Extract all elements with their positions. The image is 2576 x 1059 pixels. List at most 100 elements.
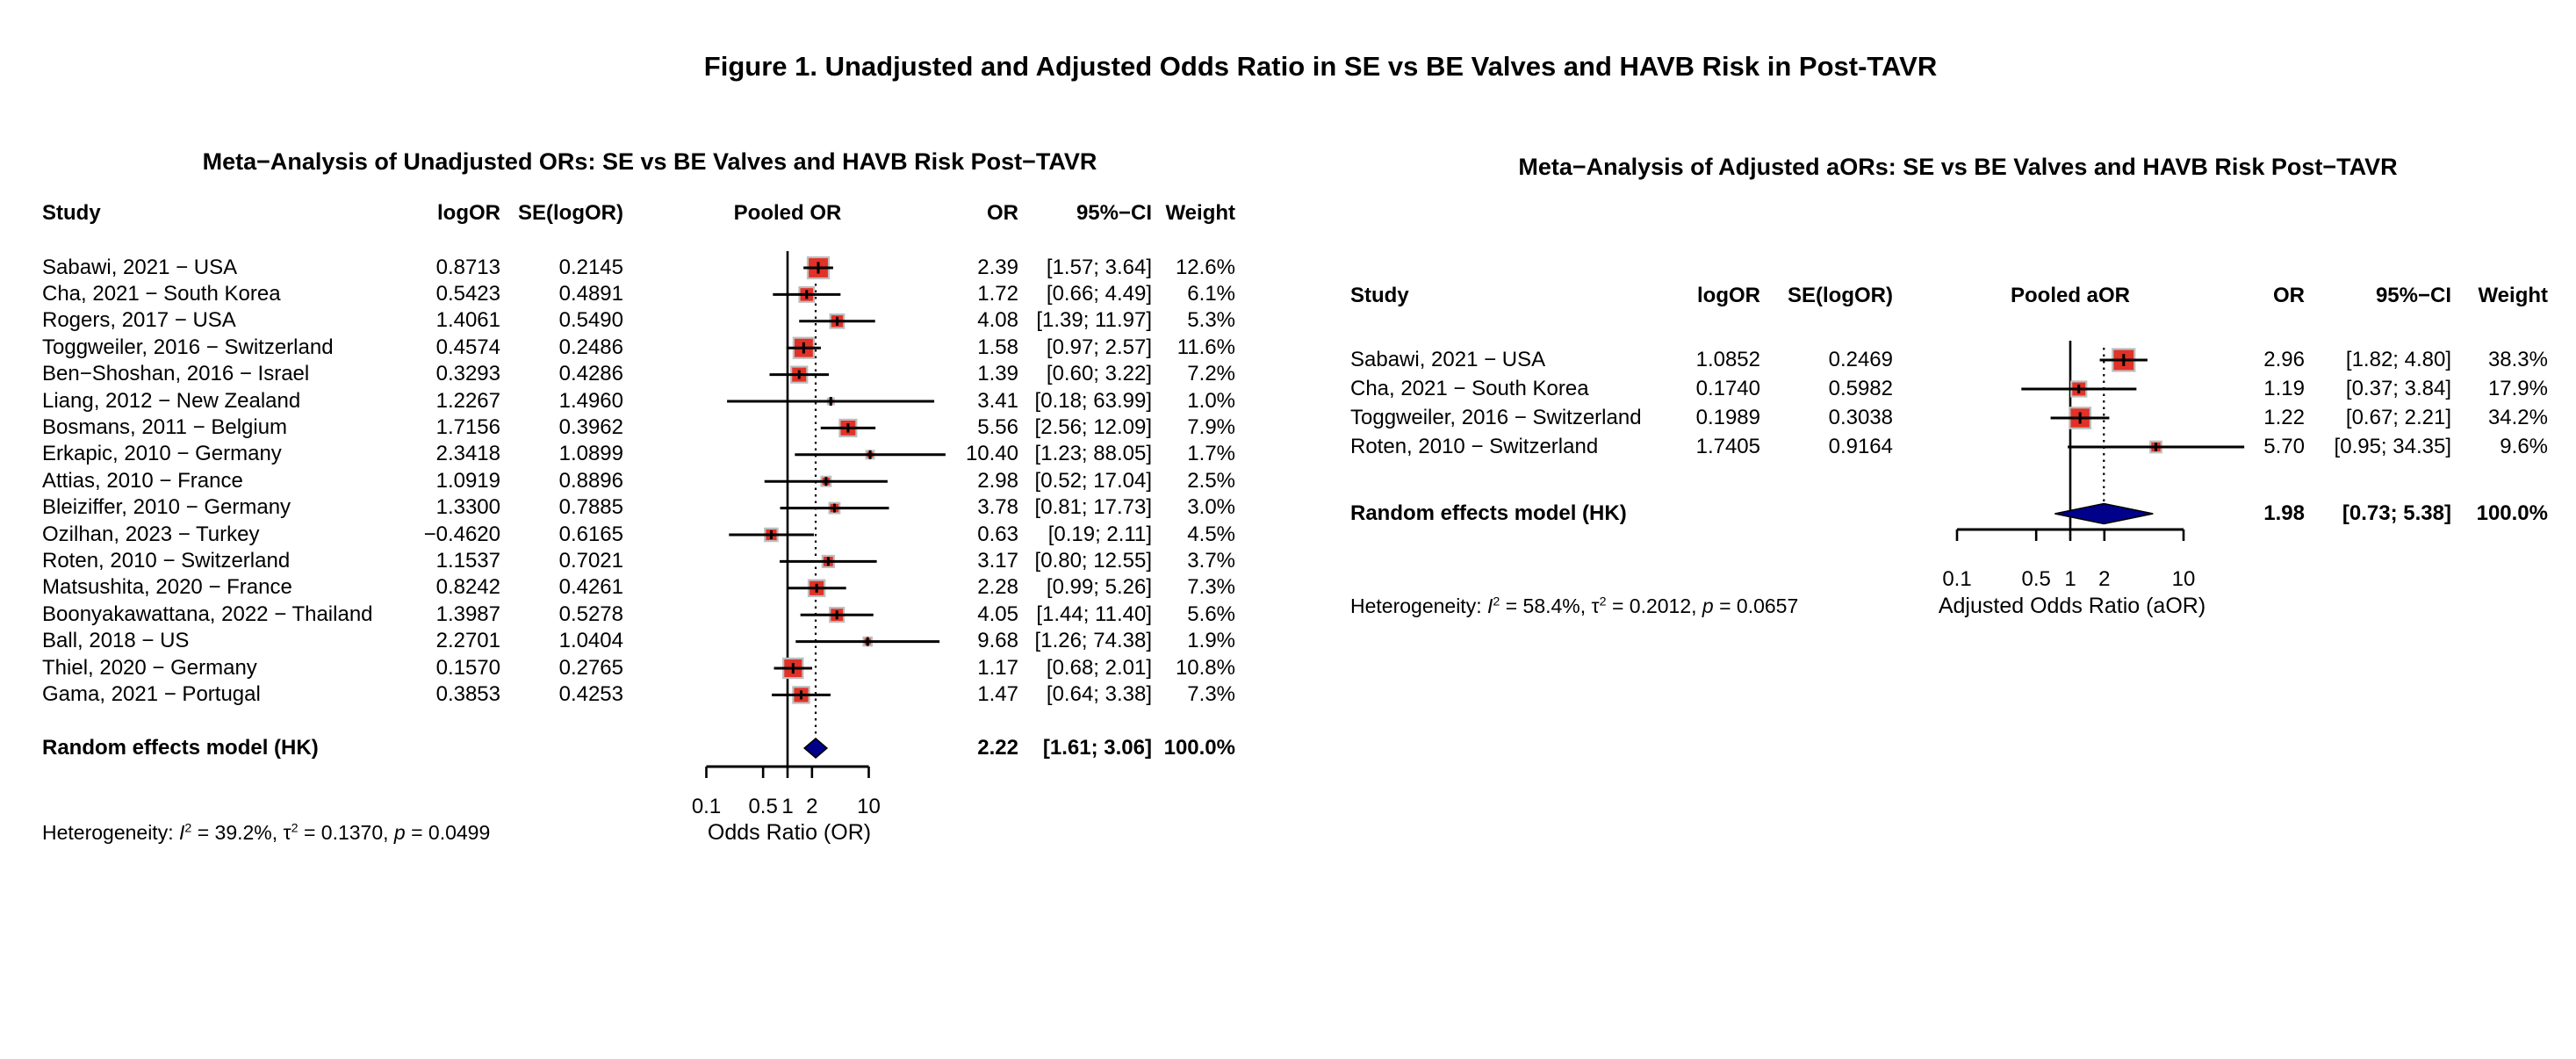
logor-value: −0.4620 (423, 522, 500, 546)
se-value: 0.5982 (1828, 376, 1893, 400)
ci-value: [0.81; 17.73] (1034, 495, 1152, 520)
study-label: Matsushita, 2020 − France (42, 575, 292, 600)
heterogeneity-segment: = 0.0499 (405, 821, 491, 845)
logor-value: 0.5423 (435, 281, 500, 306)
heterogeneity-segment: 2 (1493, 594, 1500, 609)
pooled-diamond (2054, 502, 2154, 525)
heterogeneity-note: Heterogeneity: I2 = 58.4%, τ2 = 0.2012, … (1350, 595, 1798, 617)
se-value: 0.2765 (558, 655, 623, 680)
heterogeneity-segment: p (393, 821, 406, 845)
pooled-ci-value: [0.73; 5.38] (2342, 501, 2451, 525)
weight-value: 38.3% (2487, 347, 2548, 371)
or-value: 3.41 (977, 388, 1018, 413)
or-value: 3.17 (977, 548, 1018, 573)
or-value: 2.28 (977, 575, 1018, 600)
ci-value: [0.99; 5.26] (1046, 575, 1152, 600)
or-value: 5.56 (977, 414, 1018, 439)
weight-value: 12.6% (1175, 255, 1235, 279)
logor-value: 2.2701 (435, 629, 500, 653)
ci-value: [0.19; 2.11] (1047, 522, 1152, 546)
logor-value: 1.0919 (435, 468, 500, 493)
weight-value: 7.3% (1187, 681, 1235, 706)
weight-value: 9.6% (2500, 434, 2548, 458)
weight-value: 7.3% (1187, 575, 1235, 600)
study-label: Ozilhan, 2023 − Turkey (42, 522, 260, 546)
weight-value: 2.5% (1187, 468, 1235, 493)
study-label: Toggweiler, 2016 − Switzerland (1350, 405, 1642, 429)
ci-value: [0.18; 63.99] (1034, 388, 1152, 413)
study-label: Attias, 2010 − France (42, 468, 243, 493)
weight-value: 1.7% (1187, 442, 1235, 466)
se-value: 0.4261 (558, 575, 623, 600)
ci-value: [1.26; 74.38] (1034, 629, 1152, 653)
logor-value: 1.2267 (435, 388, 500, 413)
col-header-plot: Pooled OR (733, 200, 842, 225)
heterogeneity-segment: I (1486, 594, 1493, 618)
logor-value: 0.4574 (435, 335, 500, 359)
ci-value: [0.95; 34.35] (2334, 434, 2451, 458)
heterogeneity-note: Heterogeneity: I2 = 39.2%, τ2 = 0.1370, … (42, 822, 490, 844)
or-value: 1.22 (2263, 405, 2305, 429)
col-header-ci: 95%−CI (1076, 200, 1152, 225)
col-header-study: Study (1350, 283, 1409, 307)
or-value: 1.19 (2263, 376, 2305, 400)
heterogeneity-segment: = 39.2%, (191, 821, 284, 845)
weight-value: 4.5% (1187, 522, 1235, 546)
heterogeneity-segment: 2 (291, 821, 299, 836)
logor-value: 0.1989 (1695, 405, 1760, 429)
logor-value: 0.3293 (435, 362, 500, 386)
ci-value: [0.67; 2.21] (2345, 405, 2451, 429)
pooled-or-value: 1.98 (2263, 501, 2305, 525)
se-value: 0.4891 (558, 281, 623, 306)
panel-title: Meta−Analysis of Unadjusted ORs: SE vs B… (202, 148, 1097, 175)
ci-value: [0.68; 2.01] (1046, 655, 1152, 680)
logor-value: 0.1740 (1695, 376, 1760, 400)
study-label: Bosmans, 2011 − Belgium (42, 414, 288, 439)
logor-value: 1.3987 (435, 602, 500, 626)
se-value: 0.8896 (558, 468, 623, 493)
heterogeneity-segment: τ (283, 821, 291, 845)
or-value: 1.17 (977, 655, 1018, 680)
weight-value: 11.6% (1176, 335, 1235, 359)
ci-value: [1.39; 11.97] (1036, 308, 1152, 333)
pooled-weight-value: 100.0% (2476, 501, 2548, 525)
x-axis-tick-label: 0.5 (748, 794, 778, 818)
se-value: 1.0899 (558, 442, 623, 466)
study-label: Roten, 2010 − Switzerland (42, 548, 291, 573)
pooled-label: Random effects model (HK) (1350, 501, 1627, 525)
or-value: 2.96 (2263, 347, 2305, 371)
logor-value: 0.1570 (435, 655, 500, 680)
x-axis-title: Odds Ratio (OR) (707, 820, 872, 845)
ci-value: [2.56; 12.09] (1034, 414, 1152, 439)
or-value: 4.05 (977, 602, 1018, 626)
heterogeneity-segment: Heterogeneity: (1350, 594, 1487, 618)
heterogeneity-segment: τ (1591, 594, 1600, 618)
or-value: 1.58 (977, 335, 1018, 359)
ci-value: [0.66; 4.49] (1046, 281, 1152, 306)
weight-value: 7.9% (1187, 414, 1235, 439)
x-axis-tick-label: 10 (2171, 566, 2196, 591)
or-value: 1.39 (977, 362, 1018, 386)
pooled-weight-value: 100.0% (1163, 735, 1235, 760)
x-axis-tick-label: 0.5 (2021, 566, 2051, 591)
x-axis-tick-label: 0.1 (691, 794, 722, 818)
ci-value: [0.37; 3.84] (2345, 376, 2451, 400)
x-axis-tick-label: 2 (806, 794, 818, 818)
pooled-label: Random effects model (HK) (42, 735, 319, 760)
se-value: 1.4960 (558, 388, 623, 413)
ci-value: [1.82; 4.80] (2345, 347, 2451, 371)
study-label: Cha, 2021 − South Korea (1350, 376, 1589, 400)
figure-title: Figure 1. Unadjusted and Adjusted Odds R… (703, 51, 1938, 82)
ci-value: [0.52; 17.04] (1034, 468, 1152, 493)
logor-value: 1.0852 (1695, 347, 1760, 371)
logor-value: 2.3418 (435, 442, 500, 466)
ci-value: [0.60; 3.22] (1046, 362, 1152, 386)
logor-value: 0.3853 (435, 681, 500, 706)
or-value: 4.08 (977, 308, 1018, 333)
heterogeneity-segment: 2 (184, 821, 192, 836)
weight-value: 7.2% (1187, 362, 1235, 386)
logor-value: 0.8713 (435, 255, 500, 279)
or-value: 5.70 (2263, 434, 2305, 458)
study-label: Rogers, 2017 − USA (42, 308, 236, 333)
